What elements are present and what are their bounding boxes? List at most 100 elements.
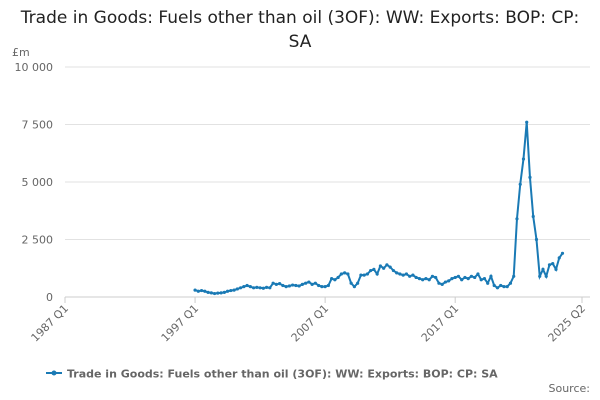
point [518,182,522,186]
point [375,272,379,276]
point [476,272,480,276]
point [421,278,425,282]
point [264,285,269,289]
point [515,217,519,221]
point [531,214,535,219]
point [343,271,347,275]
y-tick-label: 5 000 [22,176,54,189]
point [401,273,405,277]
point [242,285,246,289]
point [378,264,383,268]
point [544,274,548,278]
point [395,271,399,275]
point [411,273,415,277]
point [521,157,526,161]
point [238,286,243,290]
point [281,283,285,288]
point [551,262,555,266]
point [209,291,213,295]
point [456,274,461,278]
point [203,289,207,293]
point [294,283,298,288]
point [369,268,373,273]
chart-title: Trade in Goods: Fuels other than oil (3O… [20,8,580,52]
point [447,279,451,283]
point [300,282,304,286]
point [486,281,490,285]
point [443,280,448,284]
point [199,288,204,293]
point [391,268,396,273]
point [414,275,418,280]
point [398,272,402,276]
point [304,281,308,285]
point [284,285,288,289]
y-tick-label: 2 500 [22,234,54,247]
point [466,277,470,281]
point [560,251,565,255]
legend-marker [51,370,57,376]
point [473,275,477,280]
legend-label: Trade in Goods: Fuels other than oil (3O… [67,368,498,381]
point [385,263,389,267]
point [287,284,291,288]
point [229,288,233,293]
point [495,286,500,290]
point [356,281,360,285]
point [359,273,363,277]
point [258,286,262,290]
x-tick-label: 1987 Q1 [29,302,72,345]
point [382,266,386,270]
point [261,286,265,290]
point [219,291,223,295]
point [307,280,311,284]
point [482,277,487,281]
point [196,289,200,293]
point [365,272,369,276]
point [352,285,356,289]
point [278,282,282,286]
point [339,272,343,276]
point [440,282,444,286]
y-tick-label: 7 500 [22,119,54,132]
point [274,282,278,286]
point [336,275,340,280]
point [404,272,409,276]
point [313,281,317,285]
point [251,286,256,290]
x-tick-label: 1997 Q1 [159,302,202,345]
x-tick-label: 2025 Q2 [546,302,589,345]
point [297,284,301,288]
point [489,274,493,278]
x-tick-label: 2017 Q1 [419,302,462,345]
point [248,285,252,289]
point [437,281,441,285]
point [372,267,376,271]
x-tick-label: 2007 Q1 [289,302,332,345]
point [268,286,272,290]
point [508,281,513,285]
point [291,283,295,287]
point [333,278,337,282]
point [323,285,327,289]
point [330,277,334,281]
point [453,275,457,280]
point [502,285,506,289]
point [557,256,561,260]
point [499,283,503,288]
point [469,274,474,278]
y-unit: £m [12,46,30,59]
point [463,275,467,280]
point [216,291,220,295]
point [460,278,464,282]
point [255,285,259,289]
point [310,282,314,286]
point [534,237,539,242]
point [388,265,392,269]
series-line [194,122,564,295]
point [434,275,438,280]
point [492,283,496,288]
point [479,278,483,282]
